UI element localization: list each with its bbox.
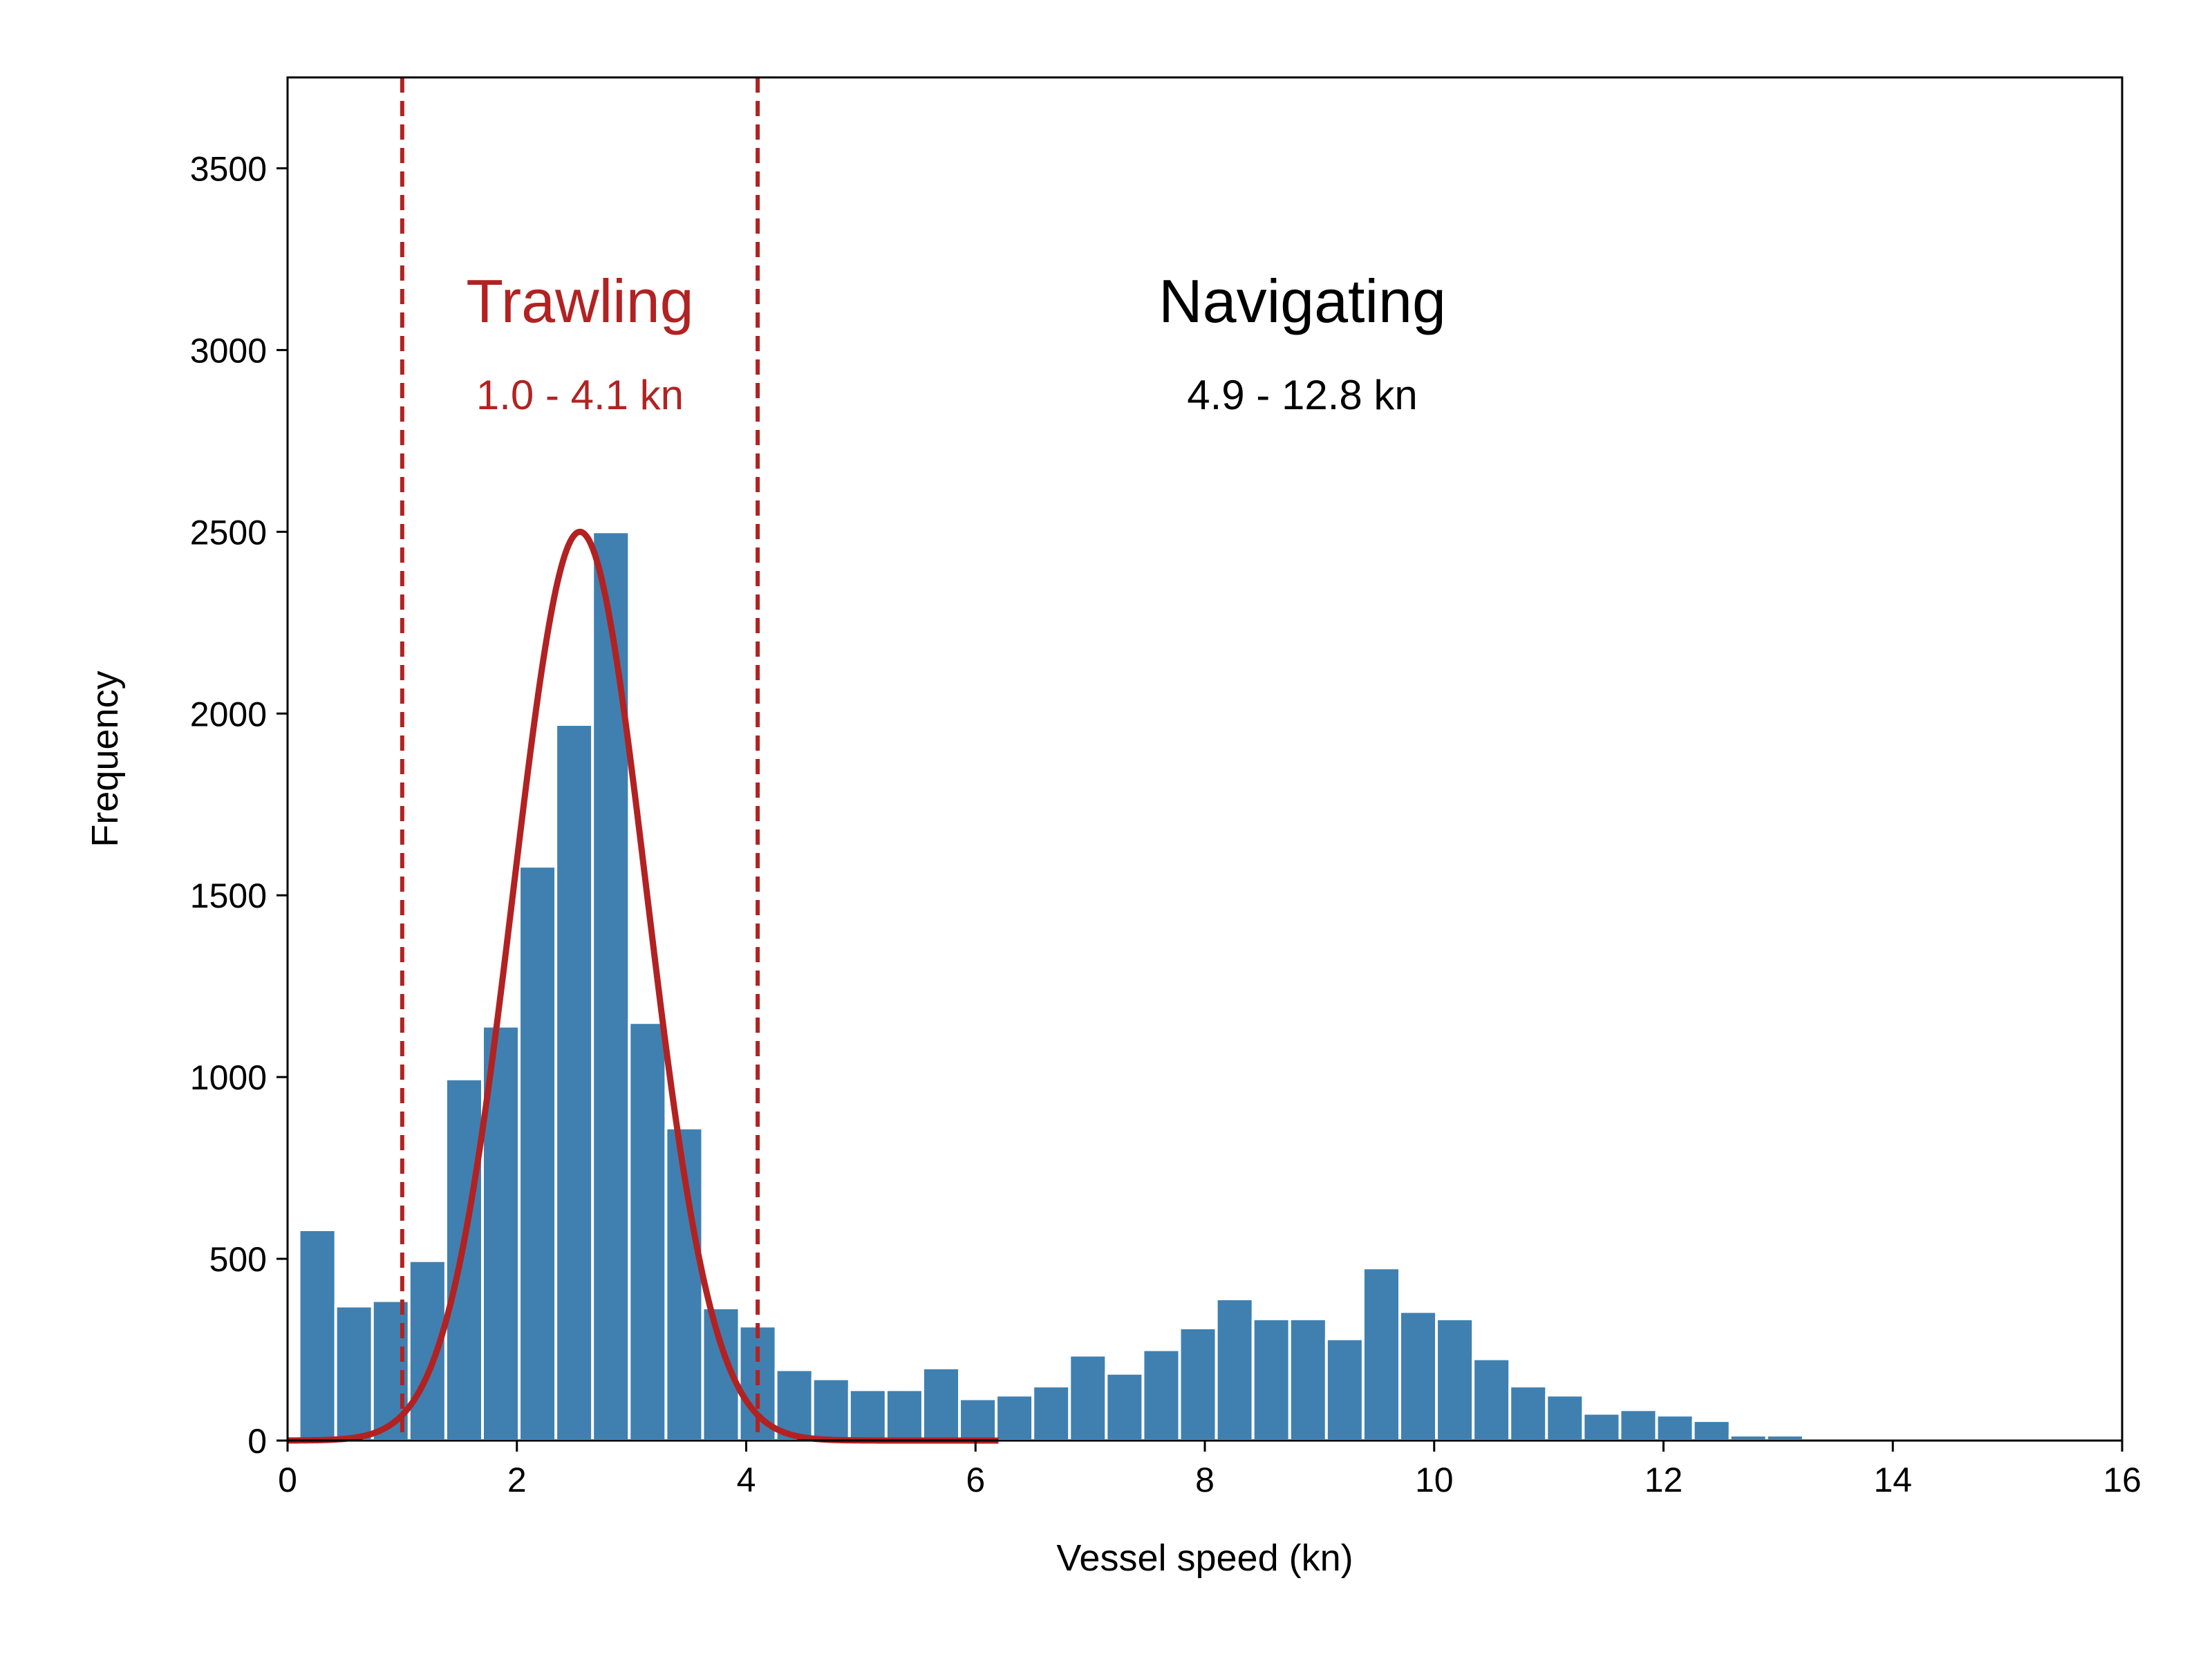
histogram-bar — [921, 1366, 962, 1442]
histogram-bar — [884, 1388, 924, 1442]
y-tick-label: 2000 — [190, 695, 267, 733]
y-tick-label: 500 — [209, 1240, 267, 1279]
histogram-bar — [1178, 1326, 1218, 1442]
histogram-bar — [1545, 1394, 1585, 1443]
trawling-range-label: 1.0 - 4.1 kn — [476, 372, 684, 418]
trawling-label: Trawling — [466, 267, 693, 335]
x-axis-label: Vessel speed (kn) — [1056, 1537, 1353, 1579]
navigating-label: Navigating — [1159, 267, 1446, 335]
histogram-bar — [1655, 1414, 1695, 1442]
histogram-bar — [1618, 1408, 1658, 1443]
x-tick-label: 0 — [278, 1461, 297, 1499]
histogram-bar — [1031, 1385, 1071, 1442]
histogram-bars — [297, 530, 1841, 1443]
histogram-bar — [1068, 1353, 1108, 1443]
histogram-bar — [1361, 1266, 1401, 1443]
histogram-bar — [407, 1259, 447, 1443]
x-tick-label: 6 — [966, 1461, 985, 1499]
x-tick-label: 16 — [2103, 1461, 2141, 1499]
histogram-bar — [1324, 1337, 1365, 1442]
histogram-bar — [995, 1394, 1035, 1443]
threshold-lines — [400, 77, 760, 1441]
x-tick-label: 14 — [1873, 1461, 1912, 1499]
histogram-bar — [334, 1304, 374, 1442]
histogram-bar — [1691, 1419, 1732, 1443]
x-tick-label: 8 — [1195, 1461, 1215, 1499]
histogram-bar — [297, 1228, 337, 1442]
histogram-bar — [1582, 1412, 1622, 1443]
histogram-bar — [1398, 1310, 1438, 1443]
histogram-bar — [628, 1021, 668, 1442]
histogram-bar — [1141, 1348, 1181, 1442]
x-tick-label: 4 — [737, 1461, 756, 1499]
histogram-bar — [444, 1077, 484, 1442]
y-tick-label: 3000 — [190, 331, 267, 370]
y-tick-label: 0 — [247, 1422, 267, 1461]
x-axis-ticks: 0 2 4 6 8 10 12 14 16 — [278, 1441, 2141, 1499]
y-tick-label: 2500 — [190, 513, 267, 552]
y-tick-label: 1000 — [190, 1058, 267, 1097]
y-axis-ticks: 0 500 1000 1500 2000 2500 3000 3500 — [190, 149, 288, 1461]
histogram-bar — [1105, 1371, 1145, 1443]
navigating-range-label: 4.9 - 12.8 kn — [1187, 372, 1418, 418]
x-tick-label: 10 — [1415, 1461, 1454, 1499]
histogram-bar — [1251, 1317, 1291, 1443]
histogram-bar — [1508, 1385, 1548, 1442]
histogram-bar — [1215, 1297, 1255, 1442]
x-tick-label: 2 — [507, 1461, 527, 1499]
histogram-bar — [811, 1377, 851, 1442]
histogram-bar — [1435, 1317, 1475, 1443]
y-axis-label: Frequency — [84, 671, 126, 847]
histogram-bar — [1288, 1317, 1328, 1443]
histogram-bar — [847, 1388, 888, 1442]
histogram-bar — [1472, 1357, 1512, 1443]
y-tick-label: 1500 — [190, 877, 267, 915]
y-tick-label: 3500 — [190, 149, 267, 188]
histogram-bar — [518, 865, 558, 1442]
x-tick-label: 12 — [1644, 1461, 1683, 1499]
histogram-bar — [958, 1397, 998, 1443]
histogram-bar — [554, 723, 594, 1442]
histogram-bar — [591, 530, 631, 1442]
